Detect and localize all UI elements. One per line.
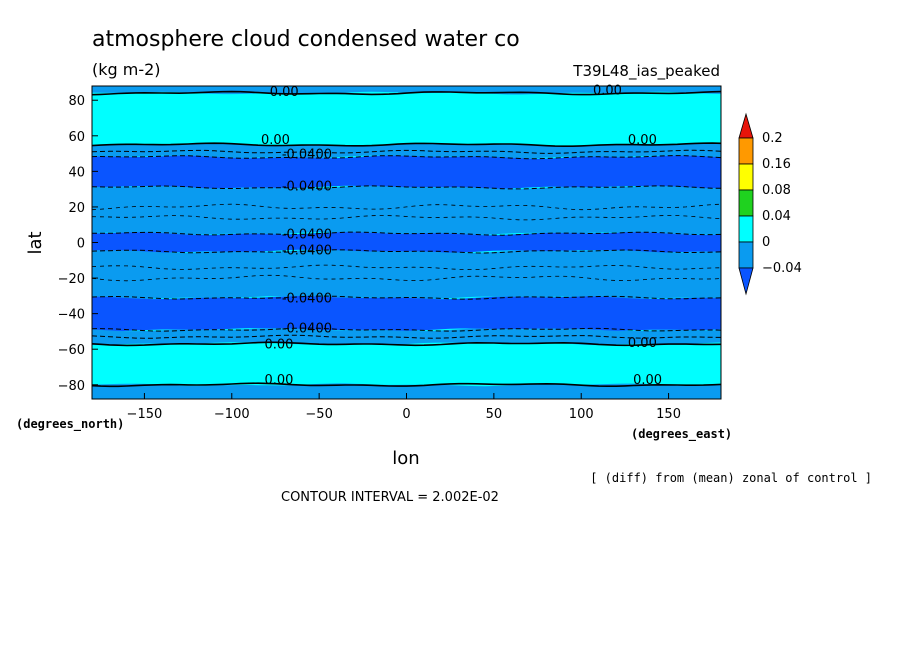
contour-line-9 — [91, 334, 722, 339]
band-6 — [92, 296, 721, 332]
y-tick-label-0: −80 — [58, 379, 85, 394]
colorbar-swatch-2 — [738, 163, 754, 191]
contour-line-11 — [91, 382, 722, 388]
contour-line-4 — [91, 185, 722, 190]
band-4 — [92, 232, 721, 253]
band-0 — [92, 91, 721, 147]
contour-label-8: -0.0400 — [282, 291, 332, 306]
colorbar-swatch-5 — [738, 241, 754, 269]
band-2 — [92, 155, 721, 189]
x-axis-ticks: −150 −100 −50 0 50 100 150 — [127, 393, 681, 422]
x-tick-label-1: −100 — [214, 407, 250, 422]
chart-subtitle: [ (diff) from (mean) zonal of control ] — [590, 471, 872, 485]
colorbar-label-2: 0.08 — [762, 183, 791, 198]
plot-area: 0.00 0.000.00 0.00-0.0400-0.0400-0.0400-0.… — [58, 83, 722, 422]
contour-lines — [91, 90, 722, 388]
contour-line-5 — [91, 231, 722, 236]
y-tick-label-5: 20 — [68, 201, 85, 216]
x-tick-label-6: 150 — [656, 407, 681, 422]
contour-label-4: -0.0400 — [282, 147, 332, 162]
contour-detail-2 — [91, 264, 722, 270]
band-7 — [92, 328, 721, 346]
contour-label-5: -0.0400 — [282, 179, 332, 194]
contour-label-9: -0.0400 — [282, 322, 332, 337]
y-tick-label-7: 60 — [68, 130, 85, 145]
contour-label-1: 0.00 — [593, 83, 622, 98]
chart-units: (kg m-2) — [92, 60, 161, 79]
x-tick-label-3: 0 — [402, 407, 410, 422]
contour-label-7: -0.0400 — [282, 243, 332, 258]
x-tick-label-5: 100 — [569, 407, 594, 422]
colorbar-swatch-3 — [738, 189, 754, 217]
contour-label-2: 0.00 — [261, 133, 290, 148]
band-5 — [92, 249, 721, 300]
y-tick-label-6: 40 — [68, 165, 85, 180]
colorbar-label-0: 0.2 — [762, 131, 783, 146]
filled-contour-bands — [92, 86, 721, 399]
colorbar: 0.2 0.16 0.08 0.04 0 −0.04 — [738, 112, 802, 296]
contour-label-6: -0.0400 — [282, 227, 332, 242]
contour-line-8 — [91, 327, 722, 332]
contour-label-11: 0.00 — [628, 336, 657, 351]
x-axis-units: (degrees_east) — [631, 427, 732, 442]
y-tick-label-3: −20 — [58, 272, 85, 287]
contour-line-10 — [91, 341, 722, 347]
contour-line-2 — [91, 149, 722, 154]
colorbar-swatch-1 — [738, 137, 754, 165]
colorbar-label-1: 0.16 — [762, 157, 791, 172]
y-tick-label-8: 80 — [68, 94, 85, 109]
y-tick-label-2: −40 — [58, 308, 85, 323]
colorbar-label-3: 0.04 — [762, 209, 791, 224]
contour-detail-0 — [91, 203, 722, 211]
chart-title: atmosphere cloud condensed water co — [92, 27, 520, 52]
x-tick-label-4: 50 — [486, 407, 503, 422]
contour-label-10: 0.00 — [264, 338, 293, 353]
contour-labels: 0.00 0.000.00 0.00-0.0400-0.0400-0.0400-0.… — [261, 83, 662, 388]
colorbar-bottom-arrow — [738, 267, 754, 296]
y-axis-label: lat — [25, 231, 46, 254]
colorbar-top-arrow — [738, 112, 754, 139]
contour-label-3: 0.00 — [628, 133, 657, 148]
contour-line-1 — [91, 142, 722, 147]
x-tick-label-2: −50 — [305, 407, 332, 422]
contour-line-3 — [91, 155, 722, 160]
contour-line-6 — [91, 249, 722, 254]
y-axis-ticks: −80 −60 −40 −20 0 20 40 60 80 — [58, 94, 98, 394]
x-tick-label-0: −150 — [127, 407, 163, 422]
contour-line-0 — [91, 90, 722, 96]
band-8 — [92, 342, 721, 387]
contour-interval: CONTOUR INTERVAL = 2.002E-02 — [281, 490, 499, 505]
colorbar-label-4: 0 — [762, 235, 770, 250]
contour-label-12: 0.00 — [264, 373, 293, 388]
y-tick-label-1: −60 — [58, 343, 85, 358]
band-south-polar — [92, 383, 721, 399]
x-axis-label: lon — [392, 448, 419, 469]
contour-detail-3 — [91, 274, 722, 282]
y-tick-label-4: 0 — [77, 237, 85, 252]
run-label: T39L48_ias_peaked — [572, 62, 720, 81]
contour-detail-1 — [91, 214, 722, 221]
colorbar-swatch-4 — [738, 215, 754, 243]
contour-label-0: 0.00 — [270, 85, 299, 100]
contour-label-13: 0.00 — [633, 373, 662, 388]
y-axis-units: (degrees_north) — [16, 417, 124, 432]
contour-line-7 — [91, 295, 722, 300]
colorbar-label-5: −0.04 — [762, 261, 802, 276]
band-3 — [92, 185, 721, 236]
